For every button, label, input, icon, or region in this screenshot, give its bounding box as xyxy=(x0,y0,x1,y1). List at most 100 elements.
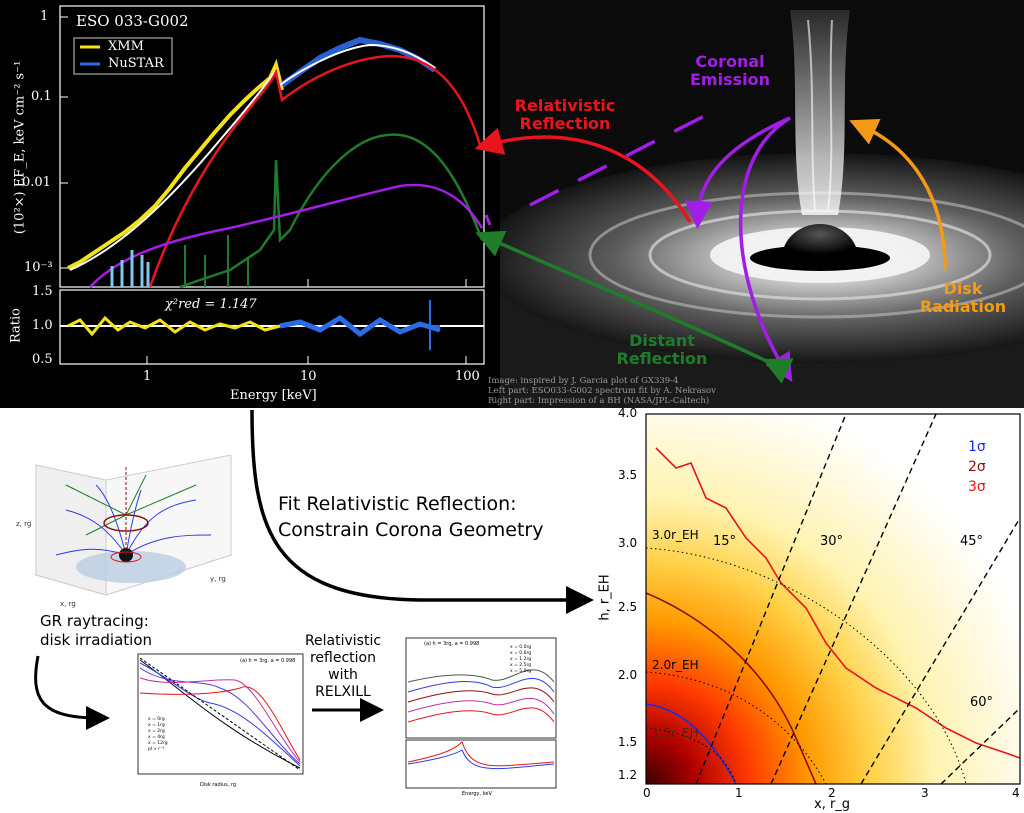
distant-label-line1: Distant xyxy=(629,331,695,350)
angle-label-15: 15° xyxy=(713,534,737,549)
distant-component xyxy=(179,133,484,289)
raytrace-ylabel: y, rg xyxy=(210,575,226,583)
heatmap-xtick-0: 0 xyxy=(643,786,651,800)
ratio-tick-1.5: 1.5 xyxy=(32,284,53,299)
xtick-1: 1 xyxy=(143,369,152,384)
ratio-tick-0.5: 0.5 xyxy=(32,352,53,367)
spectrum-title: ESO 033-G002 xyxy=(76,12,189,30)
coronal-dashes xyxy=(529,106,721,207)
angle-label-45: 45° xyxy=(960,534,984,549)
emissivity-legend-5: pl ∝ r⁻³ xyxy=(148,747,165,752)
heatmap-xtick-4: 4 xyxy=(1012,786,1020,800)
relxill-text-line2: reflection xyxy=(309,650,376,666)
circle-label-3.0: 3.0r_EH xyxy=(652,528,699,542)
component-arrows xyxy=(474,106,947,384)
relxill-text-line1: Relativistic xyxy=(304,633,382,649)
heatmap-legend: 1σ 2σ 3σ xyxy=(968,437,986,497)
heatmap-axes xyxy=(645,413,1021,785)
legend-1sigma: 1σ xyxy=(968,439,986,455)
heatmap-ytick-1.2: 1.2 xyxy=(618,768,638,782)
relativistic-label-line1: Relativistic xyxy=(514,96,616,115)
coronal-arrow-1 xyxy=(684,116,791,229)
heatmap-xtick-1: 1 xyxy=(735,786,743,800)
emissivity-legend-2: x = 2rg xyxy=(148,729,165,734)
coronal-label-line2: Emission xyxy=(690,70,770,90)
fit-text-line2: Constrain Corona Geometry xyxy=(278,519,544,541)
ytick-1: 1 xyxy=(40,9,49,24)
model-xlabel: Energy, keV xyxy=(462,791,492,797)
chi2-label: χ²red = 1.147 xyxy=(165,297,257,312)
fit-text: Fit Relativistic Reflection: Constrain C… xyxy=(278,491,543,543)
emissivity-legend-3: x = 4rg xyxy=(148,735,165,740)
fit-arrow xyxy=(250,409,594,614)
heatmap-ytick-3.0: 3.0 xyxy=(618,536,638,550)
heatmap-ytick-2.5: 2.5 xyxy=(618,600,638,614)
emissivity-legend-1: x = 1rg xyxy=(148,723,165,728)
distant-label: Distant Reflection xyxy=(592,331,732,369)
disk-arrow xyxy=(849,119,947,271)
heatmap-ylabel: h, r_EH xyxy=(597,574,613,621)
model-legend-2: x = 1.2rg xyxy=(510,657,532,662)
credit-line-1: Image: inspired by J. Garcia plot of GX3… xyxy=(488,376,679,386)
legend-3sigma: 3σ xyxy=(968,479,986,495)
angle-label-60: 60° xyxy=(970,695,994,710)
gr-arrow xyxy=(34,655,110,730)
relativistic-label: Relativistic Reflection xyxy=(495,96,635,134)
workflow-arrows xyxy=(34,409,594,730)
raytrace-zlabel: z, rg xyxy=(16,520,32,528)
gr-text-line1: GR raytracing: xyxy=(40,612,149,630)
ytick-0.1: 0.1 xyxy=(31,89,52,104)
spectrum-background xyxy=(0,0,500,408)
xmm-data xyxy=(67,58,284,270)
circle-label-1.5: 1.5r_EH xyxy=(652,726,699,740)
model-legend: x = 0.0rg x = 0.6rg x = 1.2rg x = 2.5rg … xyxy=(510,645,531,675)
xtick-10: 10 xyxy=(300,369,317,384)
ratio-tick-1.0: 1.0 xyxy=(32,318,53,333)
circle-label-2.0: 2.0r_EH xyxy=(652,658,699,672)
heatmap-xtick-2: 2 xyxy=(828,786,836,800)
coronal-arrow-2 xyxy=(738,116,793,382)
relxill-text: Relativistic reflection with RELXILL xyxy=(302,633,384,701)
model-legend-4: x = 5.0rg xyxy=(510,669,532,674)
spectrum-plot xyxy=(0,0,500,408)
ratio-xmm xyxy=(67,315,281,337)
emissivity-xlabel: Disk radius, rg xyxy=(200,782,237,788)
heatmap-field xyxy=(646,414,1020,784)
coronal-component xyxy=(89,183,484,288)
legend-nustar: NuSTAR xyxy=(108,56,164,71)
ytick-0.01: 0.01 xyxy=(22,175,51,190)
emissivity-legend-0: x = 0rg xyxy=(148,717,165,722)
disk-label: Disk Radiation xyxy=(908,279,1018,317)
relxill-text-line4: RELXILL xyxy=(315,684,371,700)
ratio-nustar xyxy=(279,314,441,338)
credit-line-3: Right part: Impression of a BH (NASA/JPL… xyxy=(488,396,710,406)
relativistic-arrow xyxy=(474,127,692,223)
coronal-to-spectrum xyxy=(484,214,492,226)
model-legend-3: x = 2.5rg xyxy=(510,663,532,668)
emissivity-plot xyxy=(137,653,304,775)
disk-label-line2: Radiation xyxy=(919,297,1007,317)
coronal-label-line1: Coronal xyxy=(695,52,765,71)
angle-label-30: 30° xyxy=(820,534,844,549)
contour-3sigma xyxy=(655,447,1020,759)
model-note: (a) h = 3rg, a = 0.998 xyxy=(424,641,480,647)
coronal-label: Coronal Emission xyxy=(660,52,800,90)
legend-2sigma: 2σ xyxy=(968,459,986,475)
ytick-1e-3: 10⁻³ xyxy=(24,260,53,275)
raytrace-plot xyxy=(34,455,233,596)
contour-1sigma xyxy=(646,703,737,784)
gr-text: GR raytracing: disk irradiation xyxy=(40,612,152,650)
model-legend-0: x = 0.0rg xyxy=(510,645,532,650)
credit-line-2: Left part: ESO033-G002 spectrum fit by A… xyxy=(488,386,716,396)
heatmap-ytick-4.0: 4.0 xyxy=(618,406,638,420)
legend-xmm: XMM xyxy=(108,39,144,54)
relxill-text-line3: with xyxy=(328,667,358,683)
disk-label-line1: Disk xyxy=(943,279,983,298)
emissivity-legend: x = 0rg x = 1rg x = 2rg x = 4rg x = 12rg… xyxy=(148,717,168,753)
emissivity-note: (a) h = 3rg, a = 0.998 xyxy=(240,658,296,664)
heatmap-xlabel: x, r_g xyxy=(814,797,851,812)
image-credits: Image: inspired by J. Garcia plot of GX3… xyxy=(488,376,716,406)
xtick-100: 100 xyxy=(455,369,480,384)
emissivity-legend-4: x = 12rg xyxy=(148,741,168,746)
